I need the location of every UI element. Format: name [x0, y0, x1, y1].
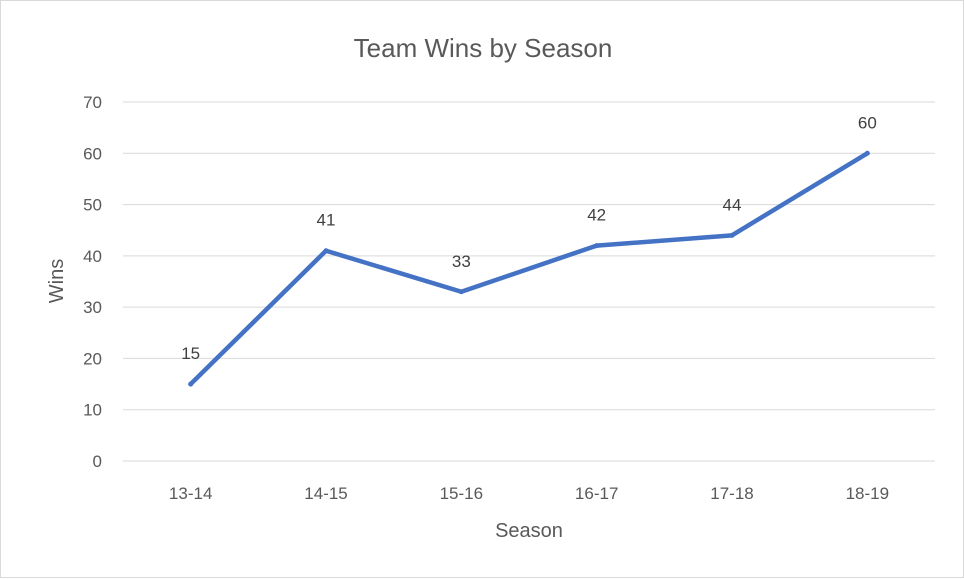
y-axis-ticks: 0 10 20 30 40 50 60 70	[83, 93, 102, 471]
data-point	[729, 232, 735, 238]
gridlines	[123, 101, 935, 462]
y-tick-label: 50	[83, 196, 102, 215]
x-tick-label: 17-18	[710, 484, 753, 503]
x-axis-ticks: 13-14 14-15 15-16 16-17 17-18 18-19	[169, 484, 889, 503]
y-tick-label: 10	[83, 401, 102, 420]
x-tick-label: 14-15	[304, 484, 347, 503]
y-tick-label: 40	[83, 247, 102, 266]
data-label: 33	[452, 252, 471, 271]
y-tick-label: 30	[83, 298, 102, 317]
x-tick-label: 16-17	[575, 484, 618, 503]
y-axis-title: Wins	[46, 259, 68, 303]
series-layer	[188, 150, 870, 387]
chart-title: Team Wins by Season	[354, 33, 613, 63]
data-label: 44	[723, 195, 742, 214]
data-point	[323, 248, 329, 254]
y-tick-label: 20	[83, 349, 102, 368]
data-label: 41	[317, 211, 336, 230]
data-point	[864, 150, 870, 156]
data-point	[188, 381, 194, 387]
y-tick-label: 60	[83, 144, 102, 163]
x-axis-title: Season	[495, 520, 563, 542]
data-label: 60	[858, 113, 877, 132]
x-tick-label: 18-19	[846, 484, 889, 503]
x-tick-label: 13-14	[169, 484, 212, 503]
series-line	[188, 151, 870, 387]
data-point	[458, 289, 464, 295]
data-label: 15	[181, 344, 200, 363]
data-point	[594, 243, 600, 249]
data-labels: 15 41 33 42 44 60	[181, 113, 877, 363]
data-label: 42	[587, 206, 606, 225]
y-tick-label: 0	[93, 452, 102, 471]
x-tick-label: 15-16	[440, 484, 483, 503]
y-tick-label: 70	[83, 93, 102, 112]
